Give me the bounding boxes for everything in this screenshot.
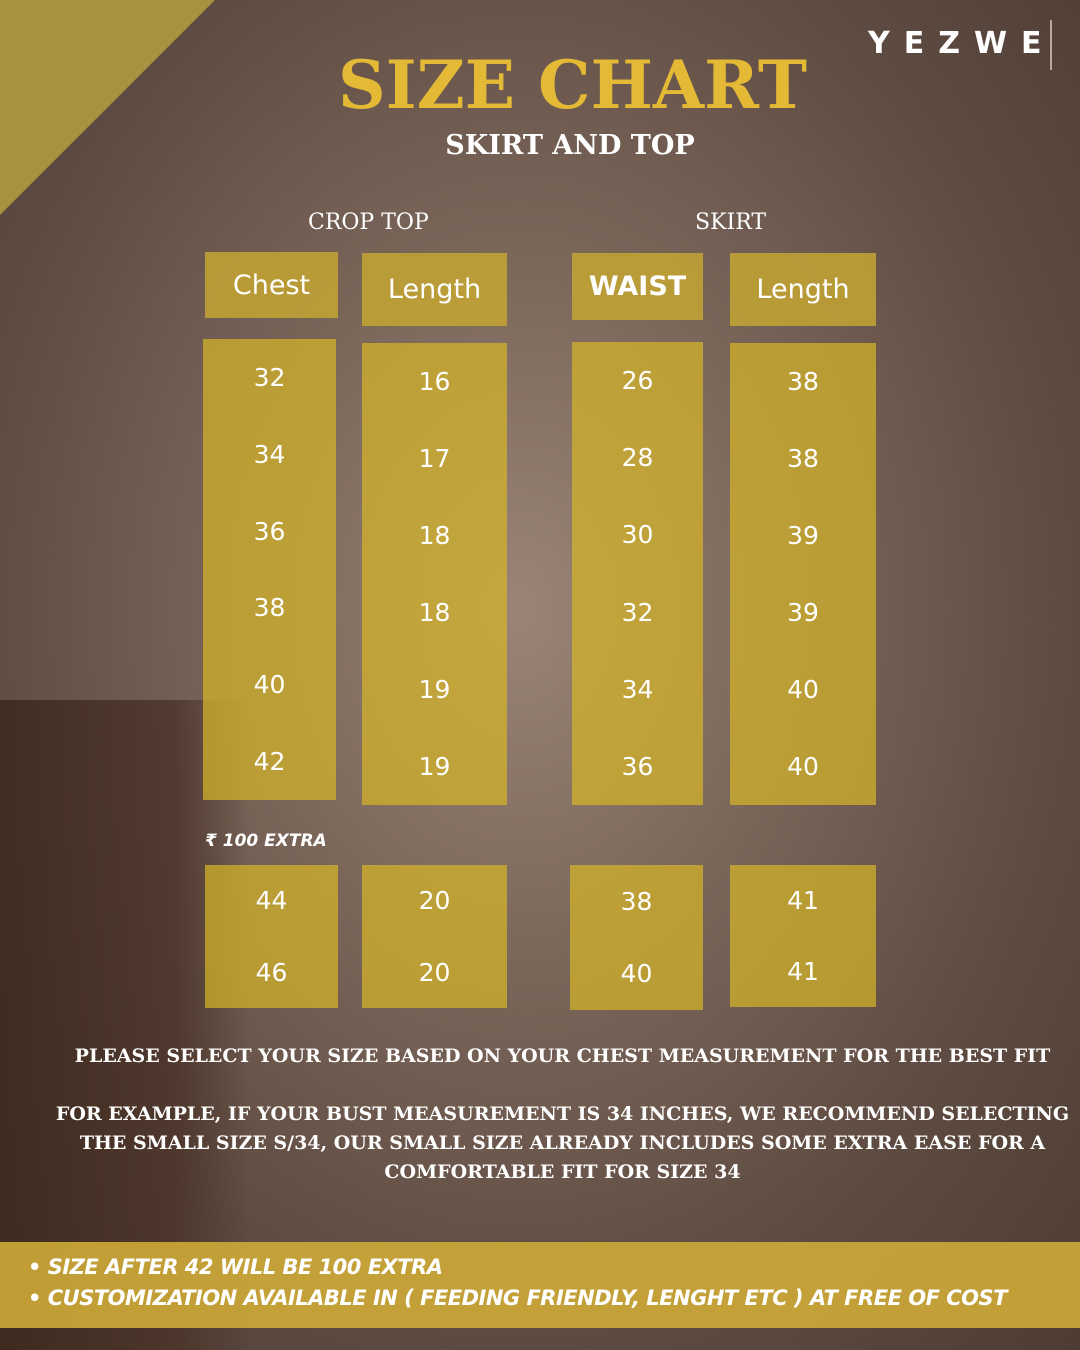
column-header: Length [730, 253, 876, 326]
size-cell: 40 [620, 959, 653, 989]
bullet-item: • CUSTOMIZATION AVAILABLE IN ( FEEDING F… [28, 1283, 1080, 1314]
background-shade [0, 700, 250, 1350]
size-cell: 44 [255, 886, 288, 916]
size-cell: 39 [787, 521, 819, 550]
size-cell: 34 [621, 674, 654, 704]
column-header: WAIST [572, 253, 703, 320]
extra-size-column: 20 20 [362, 865, 507, 1008]
size-cell: 26 [621, 366, 654, 396]
page-subtitle: SKIRT AND TOP [445, 130, 695, 161]
extra-size-column: 38 40 [570, 865, 703, 1010]
bullet-item: • SIZE AFTER 42 WILL BE 100 EXTRA [28, 1252, 1080, 1283]
size-cell: 38 [253, 593, 286, 623]
size-column: 32 34 36 38 40 42 [203, 339, 336, 800]
section-crop-top: CROP TOP [308, 210, 429, 235]
size-cell: 40 [787, 752, 819, 781]
bullet-marker: • [28, 1255, 48, 1279]
logo-divider [1050, 20, 1052, 70]
note-select-size: PLEASE SELECT YOUR SIZE BASED ON YOUR CH… [74, 1045, 1051, 1067]
column-header: Chest [205, 252, 338, 318]
bullet-marker: • [28, 1286, 48, 1310]
column-header: Length [362, 253, 507, 326]
extra-size-column: 41 41 [730, 865, 876, 1007]
size-cell: 38 [787, 444, 819, 473]
size-cell: 17 [418, 444, 451, 473]
size-cell: 32 [621, 597, 654, 627]
size-cell: 18 [418, 521, 451, 550]
corner-triangle [0, 0, 215, 215]
note-example: FOR EXAMPLE, IF YOUR BUST MEASUREMENT IS… [55, 1103, 1070, 1183]
info-band: • SIZE AFTER 42 WILL BE 100 EXTRA • CUST… [0, 1242, 1080, 1328]
size-cell: 19 [418, 752, 451, 781]
size-cell: 36 [253, 516, 286, 546]
page-title: SIZE CHART [338, 46, 807, 124]
size-cell: 32 [253, 362, 286, 392]
size-cell: 42 [253, 747, 286, 777]
size-cell: 41 [787, 957, 819, 986]
size-column: 26 28 30 32 34 36 [572, 342, 703, 805]
size-cell: 18 [418, 598, 451, 627]
bullet-text: CUSTOMIZATION AVAILABLE IN ( FEEDING FRI… [47, 1286, 1008, 1310]
size-cell: 40 [253, 670, 286, 700]
size-cell: 34 [253, 439, 286, 469]
section-skirt: SKIRT [695, 210, 767, 235]
size-cell: 19 [418, 675, 451, 704]
size-cell: 38 [620, 886, 653, 916]
extra-size-column: 44 46 [205, 865, 338, 1008]
size-cell: 20 [418, 957, 451, 987]
size-cell: 30 [621, 520, 654, 550]
size-column: 16 17 18 18 19 19 [362, 343, 507, 805]
size-cell: 38 [787, 367, 819, 396]
size-cell: 20 [418, 886, 451, 916]
size-cell: 28 [621, 443, 654, 473]
size-cell: 40 [787, 675, 819, 704]
size-cell: 41 [787, 886, 819, 915]
size-cell: 16 [418, 367, 451, 396]
bullet-text: SIZE AFTER 42 WILL BE 100 EXTRA [47, 1255, 443, 1279]
size-cell: 46 [255, 957, 288, 987]
size-column: 38 38 39 39 40 40 [730, 343, 876, 805]
brand-logo: YEZWE [868, 26, 1056, 61]
size-cell: 36 [621, 751, 654, 781]
size-cell: 39 [787, 598, 819, 627]
extra-label: ₹ 100 EXTRA [205, 831, 327, 851]
